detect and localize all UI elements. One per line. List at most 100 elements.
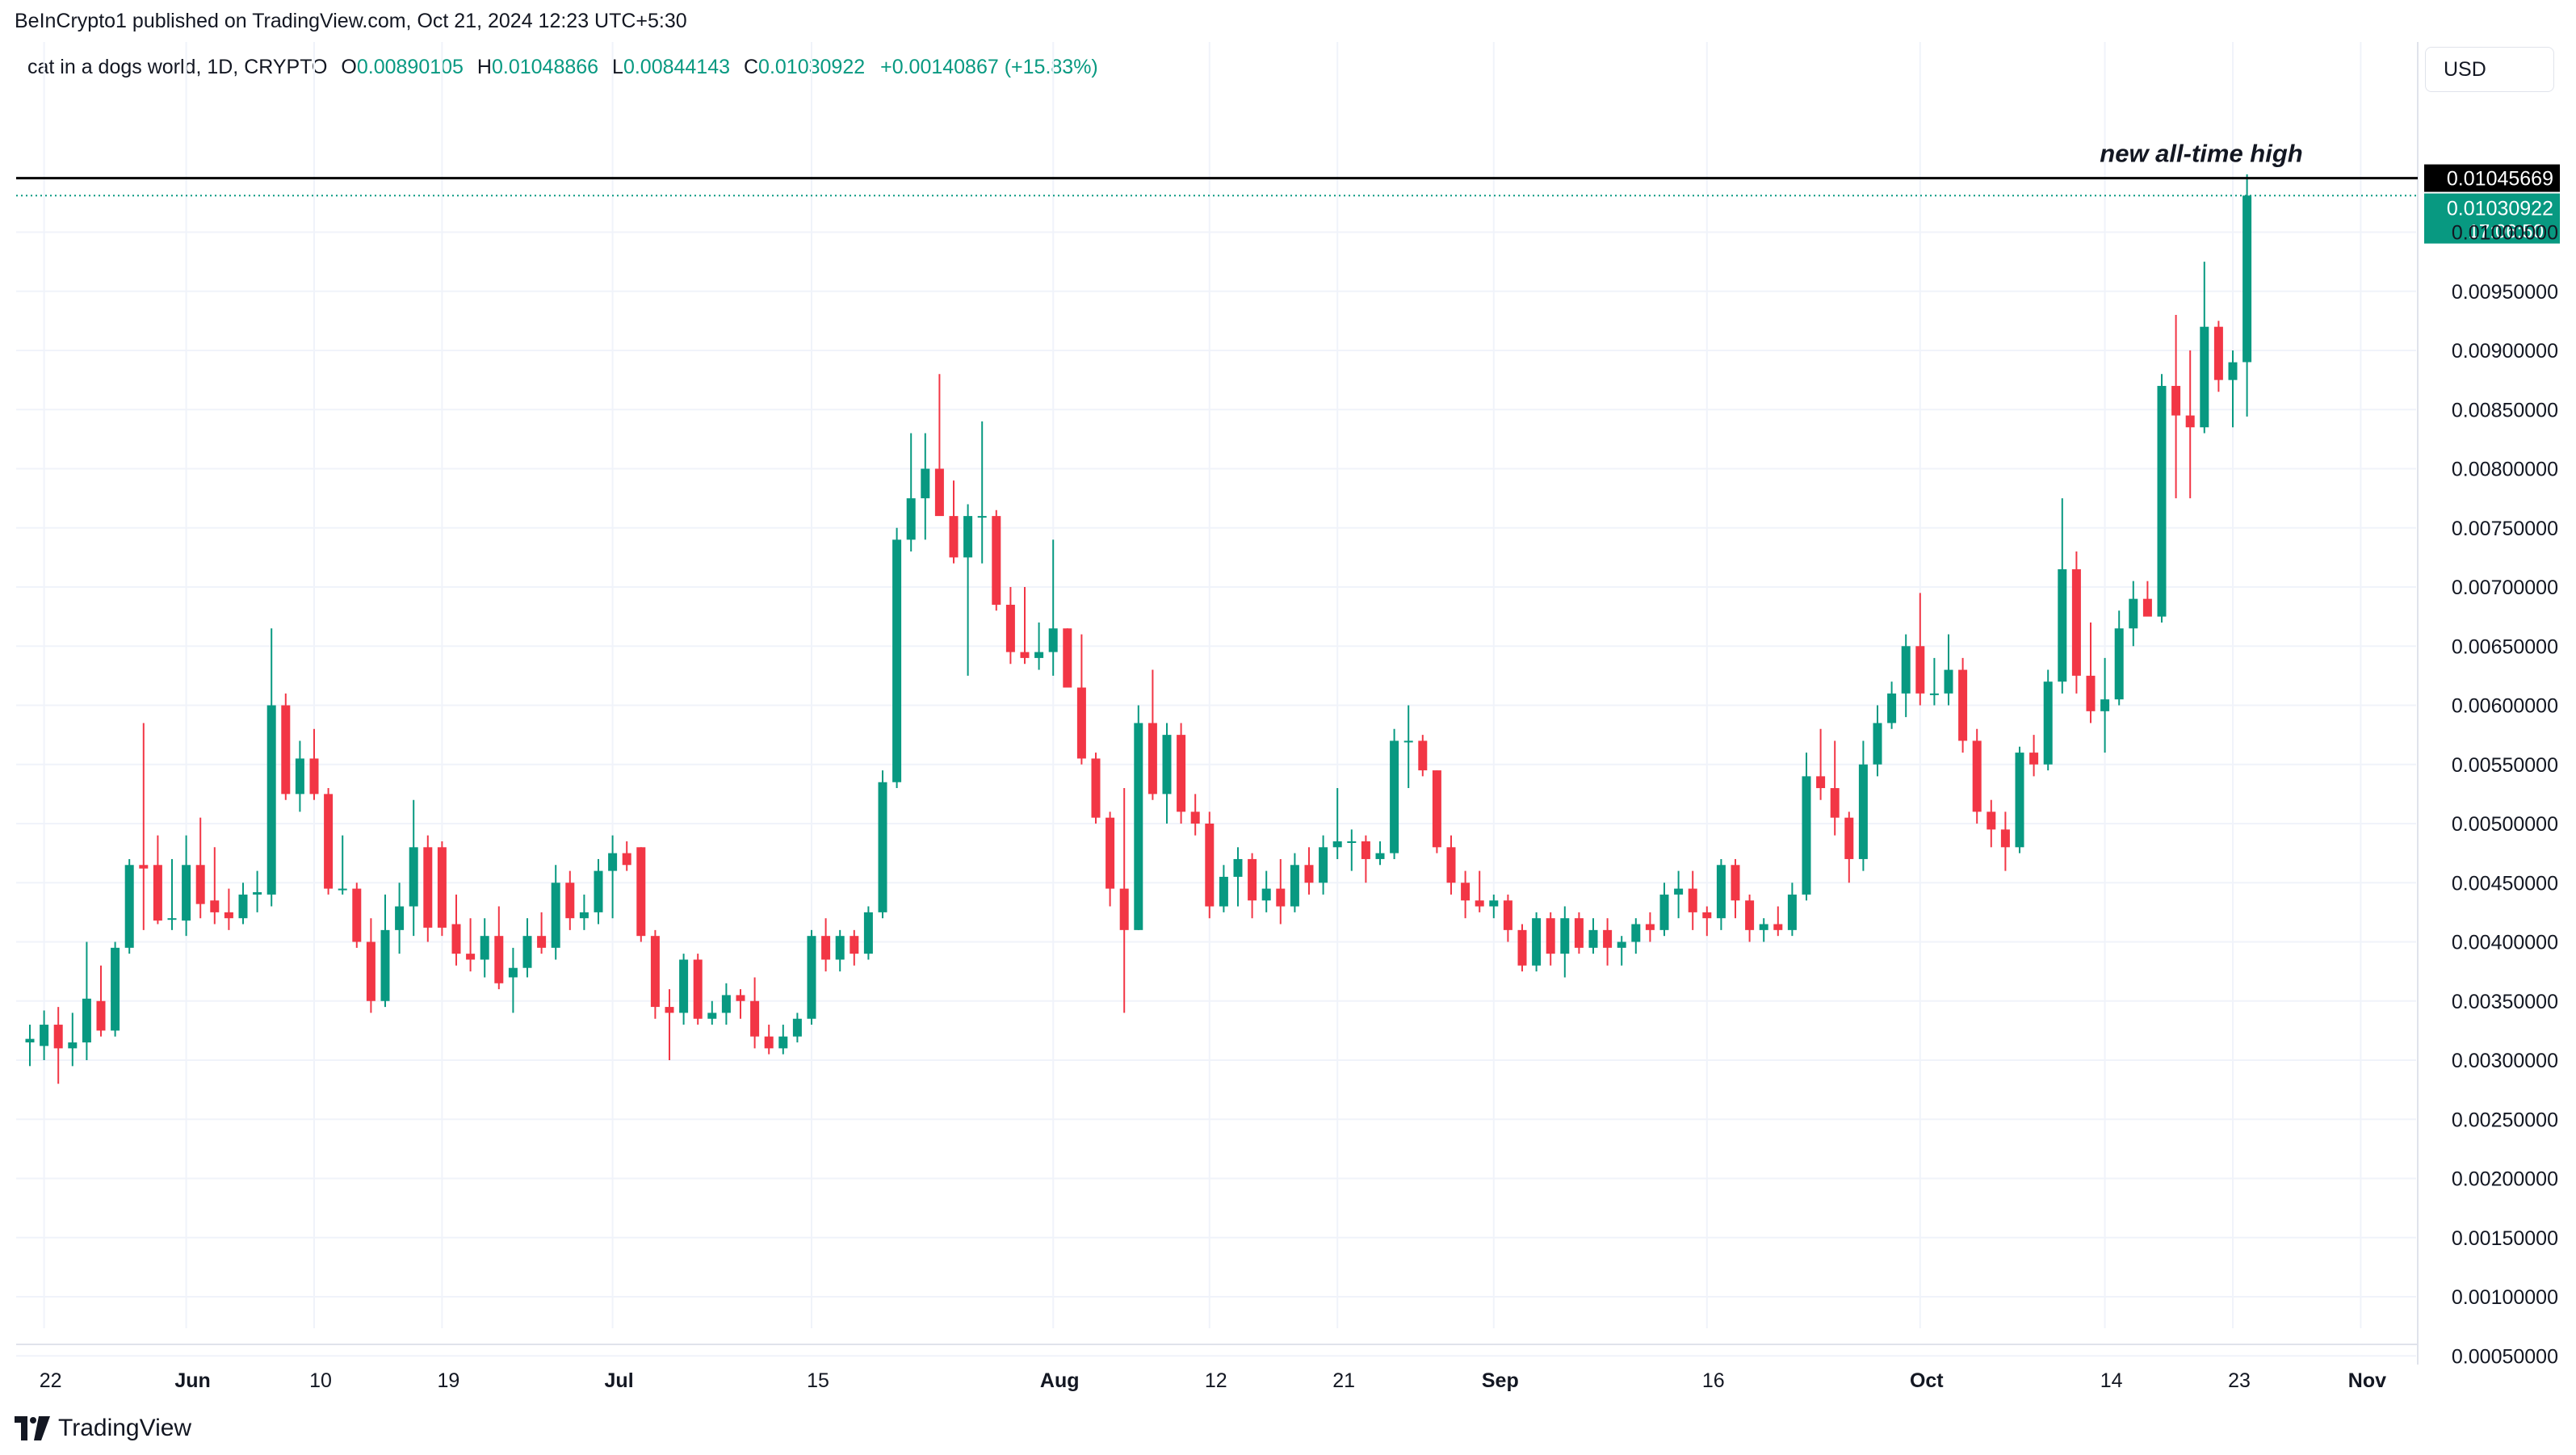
candle bbox=[1759, 918, 1768, 942]
candle bbox=[1319, 835, 1328, 895]
candle bbox=[1503, 894, 1512, 942]
candle-body bbox=[1503, 900, 1512, 930]
candle bbox=[1659, 883, 1669, 937]
candle-body bbox=[1304, 865, 1314, 883]
candle-body bbox=[1361, 841, 1370, 859]
candle bbox=[1332, 788, 1342, 859]
candle-body bbox=[451, 924, 461, 954]
candle bbox=[238, 883, 248, 925]
candle bbox=[878, 770, 887, 919]
candle-body bbox=[1418, 740, 1428, 771]
candle bbox=[2171, 315, 2181, 499]
candle bbox=[494, 906, 504, 990]
candle-body bbox=[68, 1042, 78, 1049]
candle-body bbox=[309, 758, 319, 795]
candle bbox=[850, 929, 859, 966]
candle-body bbox=[2157, 385, 2167, 617]
candle-body bbox=[1603, 929, 1613, 948]
candle-body bbox=[124, 865, 134, 948]
candle bbox=[1475, 870, 1484, 912]
time-axis: 22 Jun 10 19 Jul 15 Aug 12 21 Sep 16 Oct 14 23 Nov bbox=[40, 1369, 2386, 1392]
candle bbox=[124, 858, 134, 954]
candle-body bbox=[792, 1018, 802, 1037]
candle bbox=[1347, 829, 1357, 871]
y-tick-label: 0.01000000 bbox=[2452, 222, 2558, 245]
candle bbox=[508, 947, 518, 1013]
candle bbox=[68, 1013, 78, 1067]
candle-body bbox=[1390, 740, 1399, 853]
candle bbox=[1290, 853, 1299, 912]
candle bbox=[2058, 498, 2067, 694]
candle-body bbox=[395, 906, 405, 930]
candle bbox=[921, 433, 930, 540]
candle-body bbox=[977, 516, 987, 518]
candle-body bbox=[1290, 865, 1299, 907]
candle bbox=[1731, 858, 1740, 919]
candle-body bbox=[1944, 669, 1953, 694]
y-tick-label: 0.00800000 bbox=[2452, 459, 2558, 481]
x-tick-label: Oct bbox=[1910, 1369, 1944, 1392]
candlestick-chart[interactable]: new all-time high 0.01045669 0.0103092217:… bbox=[0, 0, 2576, 1405]
candle bbox=[1361, 835, 1370, 883]
candle bbox=[1261, 870, 1271, 912]
candle bbox=[182, 835, 191, 937]
y-tick-label: 0.00150000 bbox=[2452, 1227, 2558, 1250]
y-tick-label: 0.00850000 bbox=[2452, 399, 2558, 421]
candle-body bbox=[1219, 876, 1228, 907]
open-label: O bbox=[341, 56, 357, 78]
candle bbox=[551, 865, 560, 960]
candle-body bbox=[25, 1038, 35, 1043]
candle bbox=[1716, 858, 1726, 930]
candle bbox=[2142, 581, 2152, 617]
candle bbox=[82, 941, 91, 1060]
candle-body bbox=[1403, 740, 1413, 743]
candle-body bbox=[750, 1000, 760, 1037]
candle bbox=[665, 989, 674, 1060]
candle bbox=[1560, 906, 1570, 978]
candle-body bbox=[1347, 841, 1357, 843]
candle-body bbox=[721, 995, 731, 1013]
candle bbox=[2015, 746, 2024, 853]
candle-body bbox=[1375, 853, 1385, 859]
candle bbox=[863, 906, 873, 960]
candle-body bbox=[1759, 924, 1768, 930]
candle-body bbox=[1645, 924, 1655, 930]
candle-body bbox=[1034, 652, 1044, 658]
candle-body bbox=[1688, 888, 1697, 912]
candle-body bbox=[1432, 770, 1441, 848]
change-value: +0.00140867 (+15.83%) bbox=[880, 56, 1098, 78]
y-tick-label: 0.00650000 bbox=[2452, 635, 2558, 658]
candle-body bbox=[1517, 929, 1527, 966]
candle bbox=[1020, 587, 1030, 665]
candle bbox=[224, 888, 233, 930]
candle-body bbox=[863, 912, 873, 954]
candle bbox=[1887, 681, 1897, 729]
y-tick-label: 0.00950000 bbox=[2452, 281, 2558, 304]
candle bbox=[2157, 374, 2167, 623]
candle bbox=[1190, 794, 1200, 836]
candle bbox=[1517, 924, 1527, 972]
candle-body bbox=[2171, 385, 2181, 416]
candle-body bbox=[1319, 847, 1328, 883]
candle-body bbox=[1105, 817, 1115, 889]
candle-body bbox=[2228, 362, 2238, 380]
x-tick-label: Jul bbox=[605, 1369, 634, 1392]
candle bbox=[451, 894, 461, 966]
candle-body bbox=[295, 758, 304, 795]
tradingview-brand[interactable]: TradingView bbox=[15, 1415, 191, 1442]
currency-selector[interactable]: USD bbox=[2425, 47, 2554, 92]
candle bbox=[40, 1010, 49, 1060]
candle-body bbox=[1190, 811, 1200, 824]
candle bbox=[324, 788, 334, 895]
candle bbox=[1076, 634, 1086, 765]
candle bbox=[295, 740, 304, 812]
candle bbox=[693, 954, 703, 1025]
candle bbox=[963, 504, 973, 676]
candle-body bbox=[1816, 776, 1826, 789]
candle-body bbox=[1574, 918, 1584, 948]
candle-body bbox=[1958, 669, 1968, 741]
candle bbox=[466, 918, 476, 972]
candle bbox=[1844, 811, 1854, 883]
candle-body bbox=[409, 847, 418, 907]
candle-body bbox=[1532, 918, 1542, 966]
